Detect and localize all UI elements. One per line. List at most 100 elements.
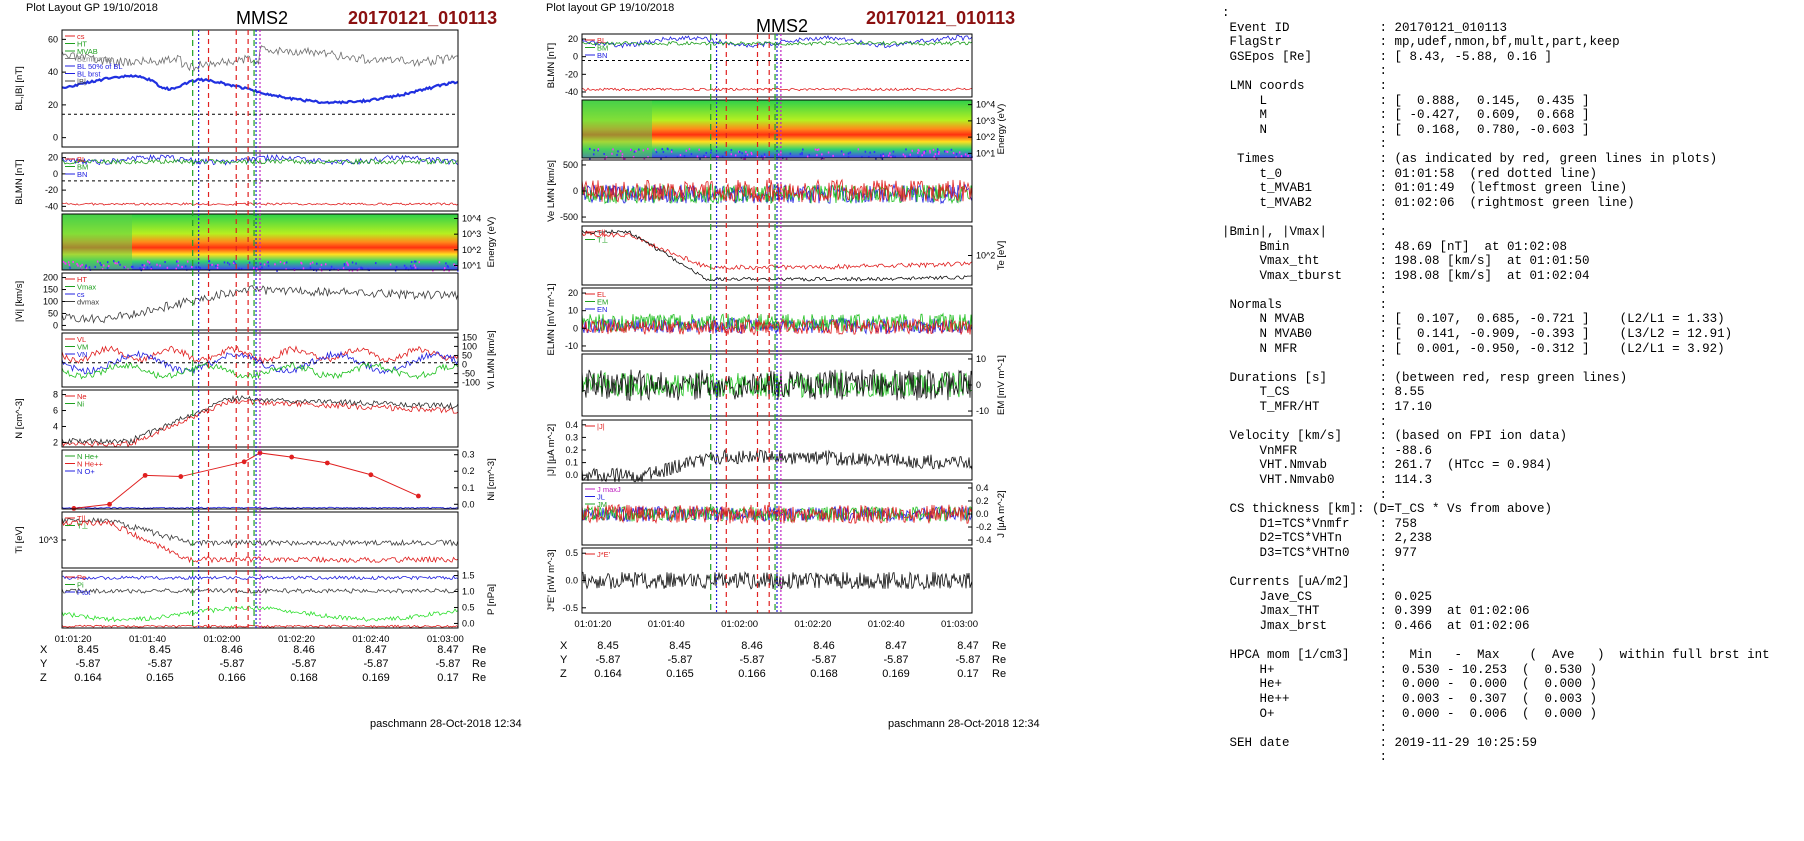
left-spectrogram-pixel <box>146 260 149 263</box>
middle-time-tick-label: 01:03:00 <box>941 619 978 630</box>
left-spectrogram-pixel <box>274 263 276 266</box>
middle-spectrogram-pixel <box>908 155 910 158</box>
left-spectrogram-pixel <box>343 263 346 266</box>
middle-y-axis-label: BLMN [nT] <box>546 43 557 88</box>
middle-spectrogram-pixel <box>937 152 940 155</box>
middle-time-tick-label: 01:02:00 <box>721 619 758 630</box>
left-legend-label: BN <box>77 170 87 179</box>
middle-spectrogram-pixel <box>654 148 657 151</box>
left-spectrogram-pixel <box>209 264 211 267</box>
left-spectrogram-pixel <box>412 266 414 269</box>
left-coord-value: 0.164 <box>74 672 102 684</box>
middle-trace <box>581 505 973 523</box>
middle-spectrogram-pixel <box>816 148 819 151</box>
middle-spectrogram-pixel <box>730 149 733 152</box>
middle-spectrogram-pixel <box>705 151 708 154</box>
middle-spectrogram-pixel <box>745 150 747 153</box>
left-spectrogram-pixel <box>410 267 413 270</box>
middle-tick-label: 10 <box>568 306 578 316</box>
left-legend-label: N O+ <box>77 467 95 476</box>
left-tick-label: 0.0 <box>462 618 475 628</box>
left-panel-3: 10^4 10^3 10^2 10^1 Energy (eV) <box>61 213 497 272</box>
left-spectrogram-pixel <box>215 264 217 267</box>
middle-time-tick-label: 01:02:20 <box>794 619 831 630</box>
left-spectrogram-pixel <box>141 264 144 267</box>
left-trace <box>61 394 459 446</box>
info-line: SEH date : 2019-11-29 10:25:59 <box>1222 735 1538 750</box>
left-spectrogram-pixel <box>156 263 158 266</box>
left-spectrogram-pixel <box>259 268 262 271</box>
middle-spectrogram-pixel <box>698 148 700 151</box>
left-tick-label: -20 <box>45 185 58 195</box>
middle-spectrogram-pixel <box>683 155 686 158</box>
middle-time-tick-label: 01:02:40 <box>868 619 905 630</box>
middle-spectrogram-pixel <box>917 151 919 154</box>
left-trace <box>61 605 459 623</box>
left-time-tick-label: 01:01:20 <box>55 634 92 645</box>
info-line: He+ : 0.000 - 0.000 ( 0.000 ) <box>1222 677 1598 692</box>
left-spectrogram-pixel <box>232 262 235 265</box>
left-spectrogram-pixel <box>199 267 201 270</box>
left-tick-label: 0 <box>53 169 58 179</box>
info-line: : <box>1222 283 1388 298</box>
middle-spectrogram-pixel <box>952 152 955 155</box>
left-spectrogram-pixel <box>228 263 231 266</box>
middle-spectrogram-pixel <box>932 148 935 151</box>
info-line: Bmin : 48.69 [nT] at 01:02:08 <box>1222 239 1568 254</box>
left-spectrogram-pixel <box>217 264 219 267</box>
middle-spectrogram-pixel <box>633 150 636 153</box>
left-spectrogram-pixel <box>132 265 134 268</box>
left-coord-value: -5.87 <box>219 658 245 670</box>
middle-spectrogram-pixel <box>929 149 931 152</box>
left-spectrogram-pixel <box>256 267 258 270</box>
left-panel-frame <box>61 272 459 331</box>
info-line: Jmax_brst : 0.466 at 01:02:06 <box>1222 618 1530 633</box>
info-line: HPCA mom [1/cm3] : Min - Max ( Ave ) wit… <box>1222 648 1770 663</box>
middle-coord-label: Z <box>560 668 567 680</box>
left-spectrogram-pixel <box>191 265 193 268</box>
left-tick-label: 10^4 <box>462 213 481 223</box>
left-spectrogram-pixel <box>263 263 266 266</box>
left-spectrogram-pixel <box>107 265 110 268</box>
left-coord-label: Z <box>40 672 47 684</box>
left-spectrogram-pixel <box>76 262 78 265</box>
left-spectrogram-pixel <box>413 264 416 267</box>
middle-tick-label: 0.0 <box>565 576 578 586</box>
left-spectrogram-pixel <box>181 265 183 268</box>
left-spectrogram-pixel <box>175 267 178 270</box>
middle-spectrogram-pixel <box>632 155 635 158</box>
middle-spectrogram-pixel <box>589 147 591 150</box>
middle-spectrogram-pixel <box>936 148 939 151</box>
middle-spectrogram-pixel <box>670 150 673 153</box>
left-tick-label: 40 <box>48 67 58 77</box>
left-legend-label: HT <box>77 40 87 49</box>
middle-spectrogram-pixel <box>642 149 645 152</box>
middle-tick-label: 10 <box>976 354 986 364</box>
left-spectrogram-pixel <box>283 262 286 265</box>
left-spectrogram-pixel <box>320 263 323 266</box>
left-spectrogram-pixel <box>319 268 321 271</box>
info-line: Event ID : 20170121_010113 <box>1222 20 1508 35</box>
left-tick-label: 100 <box>43 297 58 307</box>
info-line: CS thickness [km]: (D=T_CS * Vs from abo… <box>1222 502 1553 517</box>
middle-spectrogram-pixel <box>756 155 759 158</box>
left-tick-label: 150 <box>43 285 58 295</box>
left-spectrogram-pixel <box>375 262 377 265</box>
middle-panel-4: 10^2 Te [eV] T||T⊥ <box>581 225 1007 286</box>
left-spectrogram-pixel <box>324 263 327 266</box>
info-line: t_MVAB2 : 01:02:06 (rightmost green line… <box>1222 195 1635 210</box>
left-spectrogram-pixel <box>267 261 269 264</box>
middle-tick-label: -0.5 <box>562 603 578 613</box>
middle-spectrogram-pixel <box>880 154 882 157</box>
middle-coord-value: 8.47 <box>957 640 979 652</box>
middle-spectrogram-pixel <box>917 155 920 158</box>
left-coord-row-x: X 8.45 8.45 8.46 8.46 8.47 8.47 Re <box>40 644 500 658</box>
info-line: : <box>1222 414 1388 429</box>
left-spectrogram-pixel <box>186 260 189 263</box>
middle-spectrogram-pixel <box>934 153 937 156</box>
middle-tick-label: 10^2 <box>976 132 995 142</box>
info-line: : <box>1222 137 1388 152</box>
left-tick-label: 100 <box>462 341 477 351</box>
middle-spectrogram-pixel <box>840 150 843 153</box>
